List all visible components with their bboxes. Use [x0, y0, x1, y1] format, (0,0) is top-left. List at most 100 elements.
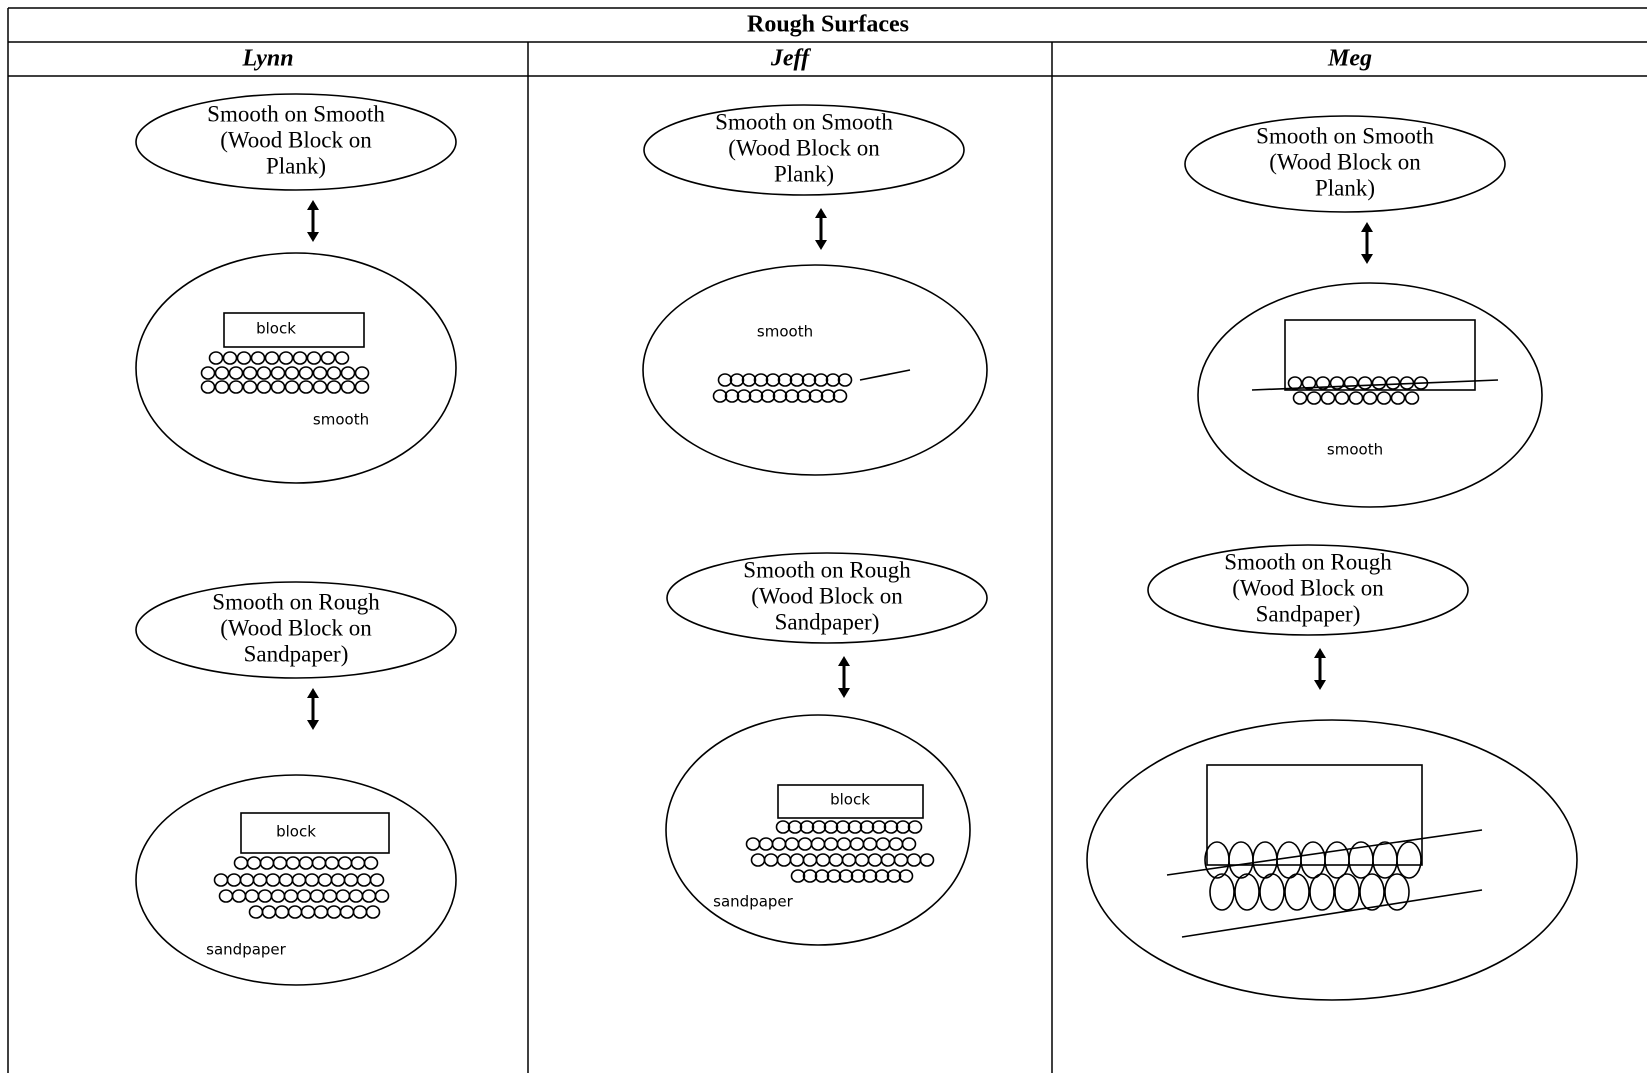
sketch-grain [374, 889, 390, 903]
sketch-grain [810, 837, 826, 851]
sketch-grain [750, 853, 766, 867]
sketch-grain [772, 389, 788, 403]
arrow-head [838, 656, 850, 698]
sketch-grain [339, 905, 355, 919]
label-line: Sandpaper) [244, 641, 349, 666]
arrow-head [307, 688, 319, 730]
sketch-grain [1234, 873, 1260, 911]
sketch-grain [348, 889, 364, 903]
label-line: (Wood Block on [1269, 149, 1421, 174]
sketch-grain [1404, 391, 1420, 405]
sketch-grain [363, 856, 379, 870]
sketch-grain [296, 889, 312, 903]
sketch-grain [285, 856, 301, 870]
label-ellipse [1184, 115, 1506, 213]
sketch-grain [859, 820, 875, 834]
sketch-grain [250, 351, 266, 365]
sketch-grain [312, 380, 328, 394]
sketch-grain [771, 837, 787, 851]
sketch-grain [208, 351, 224, 365]
sketch-grain [802, 853, 818, 867]
sketch-label: sandpaper [206, 941, 286, 959]
sketch-grain [1276, 841, 1302, 879]
label-line: Plank) [1315, 175, 1375, 200]
table-grid [7, 7, 1647, 1073]
sketch-grain [1301, 376, 1317, 390]
sketch-grain [257, 889, 273, 903]
sketch-grain [814, 869, 830, 883]
sketch-grain [745, 837, 761, 851]
sketch-grain [324, 856, 340, 870]
sketch-grain [304, 873, 320, 887]
sketch-grain [907, 820, 923, 834]
sketch-grain [1343, 376, 1359, 390]
sketch-grain [776, 853, 792, 867]
sketch-grain [823, 820, 839, 834]
sketch-grain [326, 380, 342, 394]
sketch-grain [354, 366, 370, 380]
sketch-grain [317, 873, 333, 887]
label-ellipse [135, 581, 457, 679]
sketch-grain [784, 837, 800, 851]
label-ellipse [643, 104, 965, 196]
sketch-grain [832, 389, 848, 403]
sketch-grain [828, 853, 844, 867]
sketch-ellipse [665, 714, 971, 946]
sketch-grain [1309, 873, 1335, 911]
sketch-grain [270, 889, 286, 903]
sketch-grain [847, 820, 863, 834]
sketch-grain [354, 380, 370, 394]
sketch-grain [838, 869, 854, 883]
sketch-grain [906, 853, 922, 867]
sketch-grain [256, 380, 272, 394]
sketch-grain [248, 905, 264, 919]
sketch-label: block [830, 791, 870, 809]
sketch-grain [252, 873, 268, 887]
sketch-grain [1384, 873, 1410, 911]
label-line: Smooth on Smooth [207, 101, 385, 126]
sketch-grain [802, 869, 818, 883]
sketch-grain [871, 820, 887, 834]
sketch-grain [895, 820, 911, 834]
sketch-grain [259, 856, 275, 870]
sketch-grain [228, 366, 244, 380]
sketch-grain [278, 351, 294, 365]
sketch-grain [287, 905, 303, 919]
sketch-grain [326, 366, 342, 380]
sketch-grain [233, 856, 249, 870]
sketch-grain [278, 873, 294, 887]
sketch-grain [283, 889, 299, 903]
sketch-grain [322, 889, 338, 903]
label-line: (Wood Block on [728, 135, 880, 160]
sketch-grain [1228, 841, 1254, 879]
arrow-head [1314, 648, 1326, 690]
sketch-grain [214, 366, 230, 380]
sketch-label: block [276, 823, 316, 841]
sketch-grain [309, 889, 325, 903]
sketch-grain [815, 853, 831, 867]
sketch-grain [1334, 873, 1360, 911]
sketch-block [777, 784, 924, 819]
label-line: Plank) [774, 161, 834, 186]
sketch-grain [1334, 391, 1350, 405]
sketch-grain [823, 837, 839, 851]
sketch-grain [228, 380, 244, 394]
sketch-grain [298, 856, 314, 870]
sketch-grain [741, 373, 757, 387]
sketch-grain [1315, 376, 1331, 390]
label-line: Plank) [266, 153, 326, 178]
sketch-grain [242, 366, 258, 380]
sketch-grain [811, 820, 827, 834]
sketch-grain [850, 869, 866, 883]
sketch-grain [1287, 376, 1303, 390]
sketch-grain [200, 380, 216, 394]
sketch-grain [291, 873, 307, 887]
sketch-grain [1385, 376, 1401, 390]
sketch-grain [1306, 391, 1322, 405]
sketch-grain [919, 853, 935, 867]
sketch-grain [854, 853, 870, 867]
sketch-grain [239, 873, 255, 887]
sketch-grain [753, 373, 769, 387]
column-header: Lynn [241, 46, 293, 72]
